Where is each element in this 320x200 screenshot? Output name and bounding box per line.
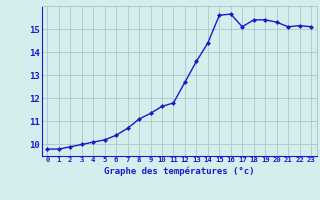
X-axis label: Graphe des températures (°c): Graphe des températures (°c) bbox=[104, 166, 254, 176]
